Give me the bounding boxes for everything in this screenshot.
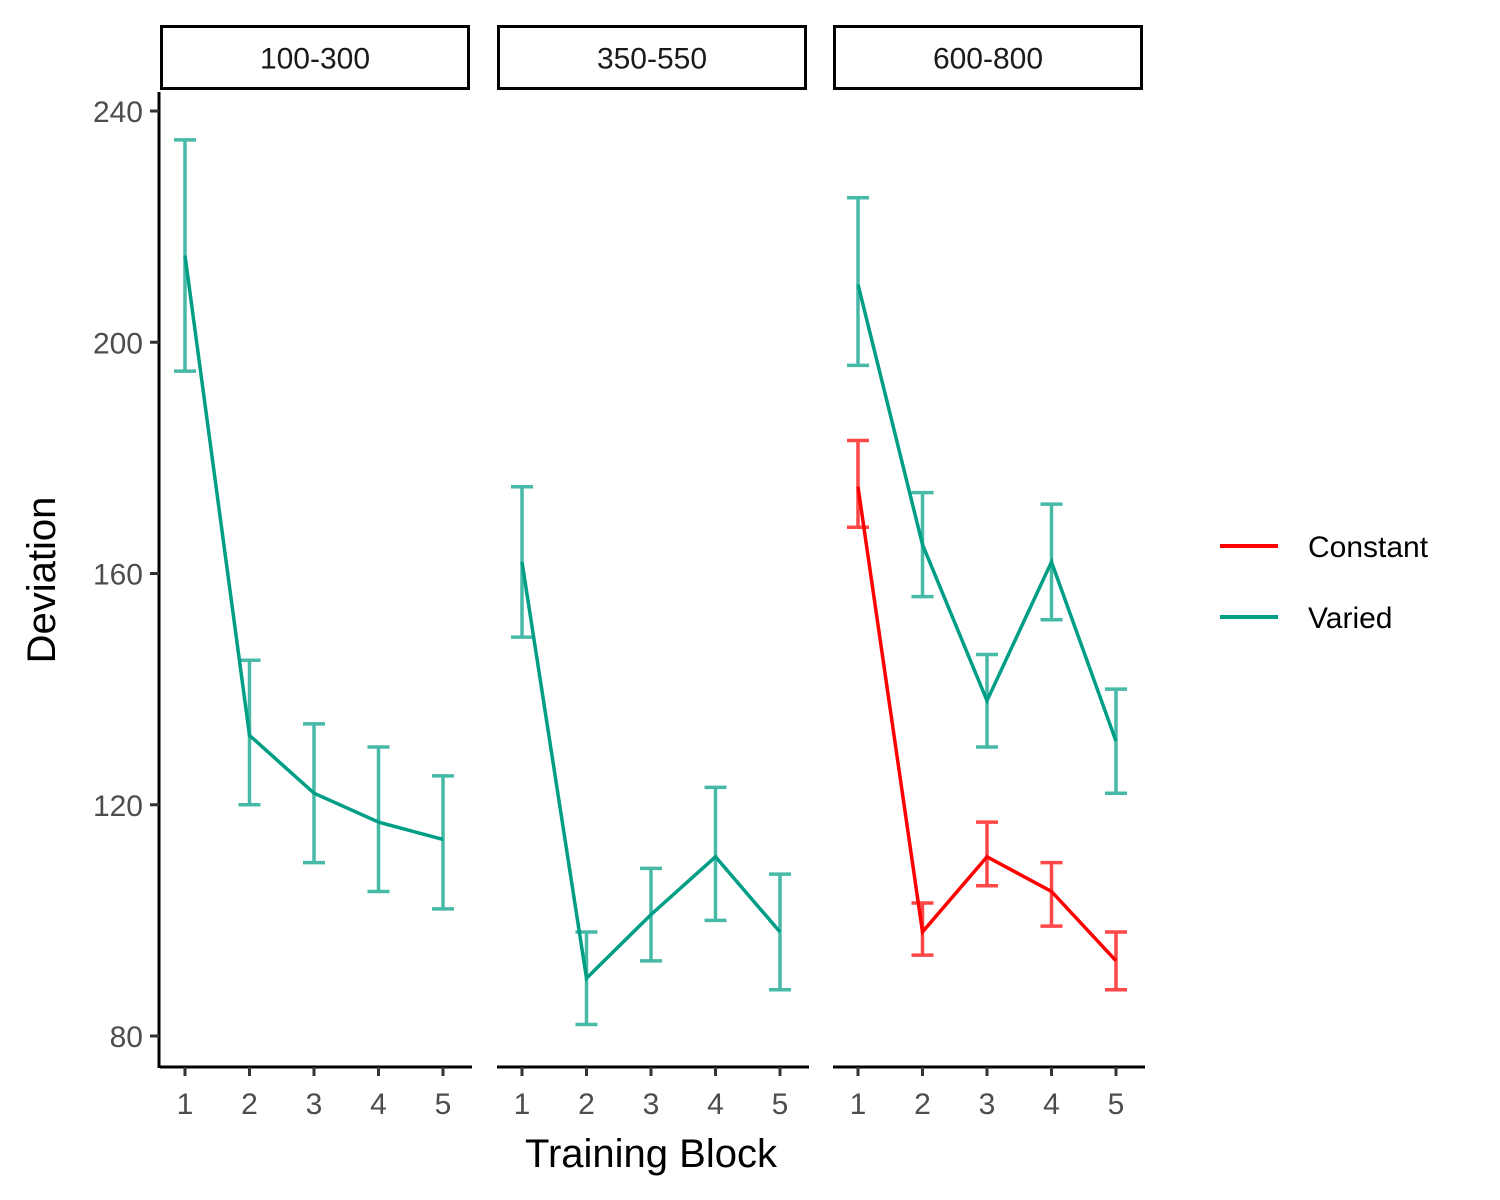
y-tick-label: 200 — [93, 327, 143, 360]
legend-label-varied: Varied — [1308, 602, 1393, 635]
series-line — [183, 255, 444, 842]
legend: Constant Varied — [1220, 531, 1429, 635]
x-tick-label: 4 — [707, 1088, 724, 1121]
error-bar — [704, 785, 727, 923]
y-tick-label: 120 — [93, 790, 143, 823]
y-tick-label: 80 — [110, 1021, 143, 1054]
legend-label-constant: Constant — [1308, 531, 1429, 564]
panels-layer: 100-300 1 2 3 4 5 350-550 1 2 3 4 5 600-800 1 2 3 4 5 — [160, 25, 1145, 1121]
y-axis: 80 120 160 200 240 — [93, 92, 161, 1068]
x-tick-label: 2 — [241, 1088, 258, 1121]
series-line — [520, 561, 782, 982]
y-tick-label: 240 — [93, 96, 143, 129]
x-tick-label: 2 — [578, 1088, 595, 1121]
facet-strip-label: 600-800 — [933, 43, 1043, 76]
x-tick-label: 1 — [177, 1088, 194, 1121]
error-bar — [1105, 930, 1127, 992]
panel-350-550: 350-550 1 2 3 4 5 — [497, 25, 809, 1121]
facet-strip — [497, 25, 807, 90]
x-tick-label: 3 — [306, 1088, 323, 1121]
error-bar — [1105, 687, 1127, 795]
series-constant — [847, 438, 1127, 992]
series-varied — [511, 485, 791, 1027]
y-ticks: 80 120 160 200 240 — [93, 96, 159, 1054]
series-varied — [174, 138, 454, 911]
panel-100-300: 100-300 1 2 3 4 5 — [160, 25, 472, 1121]
error-bar — [432, 774, 454, 911]
y-tick-label: 160 — [93, 559, 143, 592]
x-tick-label: 3 — [643, 1088, 660, 1121]
series-line — [856, 284, 1118, 742]
error-bar — [847, 438, 869, 529]
error-bar — [1040, 860, 1063, 928]
x-tick-label: 5 — [1108, 1088, 1125, 1121]
x-tick-label: 1 — [514, 1088, 531, 1121]
error-bar — [367, 745, 390, 894]
x-tick-label: 3 — [979, 1088, 996, 1121]
panel-600-800: 600-800 1 2 3 4 5 — [833, 25, 1145, 1121]
series-varied — [847, 195, 1127, 795]
y-axis-title: Deviation — [20, 497, 64, 664]
error-bar — [847, 195, 869, 368]
x-tick-label: 5 — [435, 1088, 452, 1121]
x-tick-label: 5 — [772, 1088, 789, 1121]
x-tick-label: 2 — [914, 1088, 931, 1121]
error-bar — [174, 138, 196, 373]
x-axis-title: Training Block — [525, 1132, 778, 1176]
facet-strip — [160, 25, 470, 90]
x-tick-label: 4 — [370, 1088, 387, 1121]
facet-strip-label: 350-550 — [597, 43, 707, 76]
x-tick-label: 1 — [850, 1088, 867, 1121]
error-bar — [976, 820, 998, 888]
series-line — [856, 486, 1118, 963]
facet-strip — [833, 25, 1143, 90]
facet-strip-label: 100-300 — [260, 43, 370, 76]
x-tick-label: 4 — [1043, 1088, 1060, 1121]
